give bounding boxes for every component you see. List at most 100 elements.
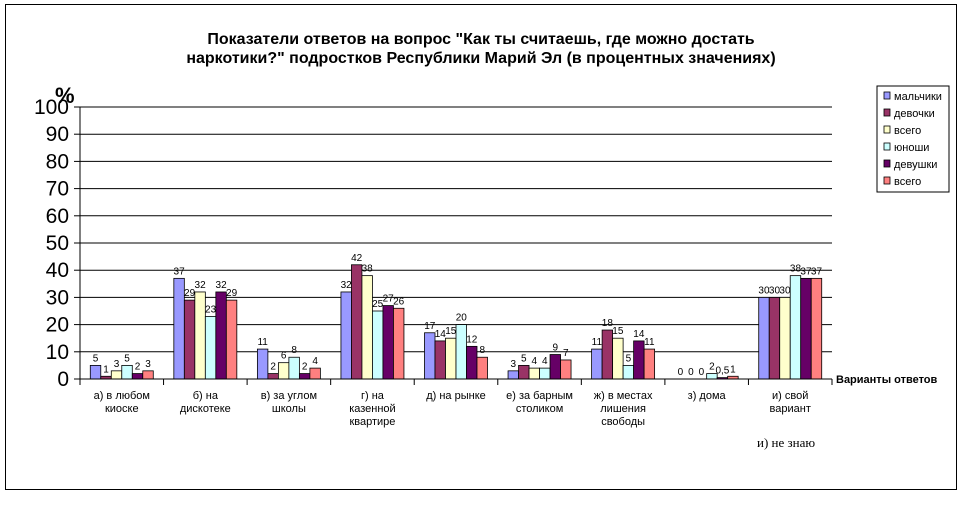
data-label: 5: [124, 353, 130, 364]
y-tick-label: 50: [46, 232, 69, 255]
data-label: 23: [205, 304, 217, 315]
data-label: 0: [688, 367, 694, 378]
bar: [351, 264, 363, 380]
data-label: 30: [779, 285, 791, 296]
data-label: 29: [184, 288, 196, 299]
bar: [466, 345, 478, 380]
data-label: 11: [644, 337, 655, 348]
data-label: 3: [114, 359, 120, 370]
data-label: 32: [341, 280, 353, 291]
bar: [601, 329, 614, 380]
legend: мальчики девочки всего юноши девушки всего: [876, 85, 950, 193]
legend-swatch: [883, 125, 891, 134]
category-label: дискотеке: [180, 403, 231, 415]
data-label: 2: [302, 362, 308, 373]
category-label: ж) в местах: [594, 390, 653, 402]
data-label: 14: [633, 329, 645, 340]
x-axis-title: Варианты ответов: [836, 374, 938, 386]
bar: [393, 307, 405, 380]
data-label: 32: [195, 280, 207, 291]
bar: [225, 299, 238, 380]
bars: [89, 264, 823, 380]
bar: [309, 367, 321, 380]
data-label: 14: [435, 329, 447, 340]
data-label: 9: [553, 343, 559, 354]
bar: [633, 340, 645, 380]
y-axis-title: %: [55, 83, 75, 108]
category-label: лишения: [600, 403, 646, 415]
data-label: 2: [135, 362, 141, 373]
legend-label: юноши: [894, 142, 929, 154]
data-label: 8: [479, 345, 485, 356]
legend-label: девочки: [894, 108, 935, 120]
data-label: 5: [521, 353, 527, 364]
data-label: 4: [312, 356, 318, 367]
legend-swatch: [883, 108, 891, 117]
data-label: 30: [769, 285, 781, 296]
data-label: 20: [456, 313, 468, 324]
bar: [256, 348, 269, 380]
bar: [800, 277, 812, 380]
bar: [340, 291, 352, 380]
data-label: 37: [800, 266, 812, 277]
data-label: 12: [466, 334, 478, 345]
bar: [810, 277, 823, 380]
data-label: 6: [281, 351, 287, 362]
bar: [121, 364, 133, 380]
legend-box: [876, 85, 950, 193]
y-tick-label: 90: [46, 123, 69, 146]
bar: [142, 370, 154, 380]
data-label: 38: [362, 264, 374, 275]
y-tick-label: 0: [57, 368, 69, 391]
bar: [361, 275, 373, 380]
bar: [382, 305, 394, 380]
data-label: 1: [103, 364, 109, 375]
bar: [591, 348, 603, 380]
data-label: 15: [612, 326, 624, 337]
data-label: 0: [699, 367, 705, 378]
category-label: а) в любом: [94, 390, 150, 402]
y-tick-label: 80: [46, 150, 69, 173]
bar: [298, 373, 311, 380]
legend-swatch: [883, 159, 891, 168]
bar: [643, 348, 656, 380]
data-label: 18: [602, 318, 614, 329]
data-label: 0: [678, 367, 684, 378]
bar: [455, 324, 467, 380]
bar: [768, 296, 781, 380]
y-tick-label: 60: [46, 205, 69, 228]
bar: [612, 337, 624, 380]
data-label: 29: [226, 288, 238, 299]
bar: [539, 367, 551, 380]
bar: [445, 337, 457, 380]
data-label: 37: [811, 266, 823, 277]
legend-swatch: [883, 142, 891, 151]
category-label: киоске: [105, 403, 139, 415]
chart-title: Показатели ответов на вопрос "Как ты счи…: [186, 31, 775, 67]
note-text: и) не знаю: [757, 435, 815, 450]
chart-title-line-1: Показатели ответов на вопрос "Как ты счи…: [207, 31, 754, 48]
data-label: 37: [174, 266, 186, 277]
data-label: 5: [93, 353, 99, 364]
category-label: и) свой: [772, 390, 808, 402]
data-label: 30: [758, 285, 770, 296]
data-label: 42: [351, 253, 363, 264]
bar: [110, 370, 123, 380]
bar: [215, 291, 227, 380]
bar: [204, 316, 217, 380]
data-label: 2: [709, 362, 715, 373]
bar: [779, 296, 791, 380]
bar: [183, 299, 196, 380]
y-tick-label: 70: [46, 178, 69, 201]
data-label: 0,5: [715, 366, 729, 377]
data-label: 15: [445, 326, 457, 337]
legend-label: мальчики: [894, 91, 942, 103]
bar: [789, 275, 802, 380]
category-label: в) за углом: [261, 390, 317, 402]
bar: [288, 356, 300, 380]
data-label: 4: [542, 356, 548, 367]
category-label: свободы: [601, 416, 645, 428]
